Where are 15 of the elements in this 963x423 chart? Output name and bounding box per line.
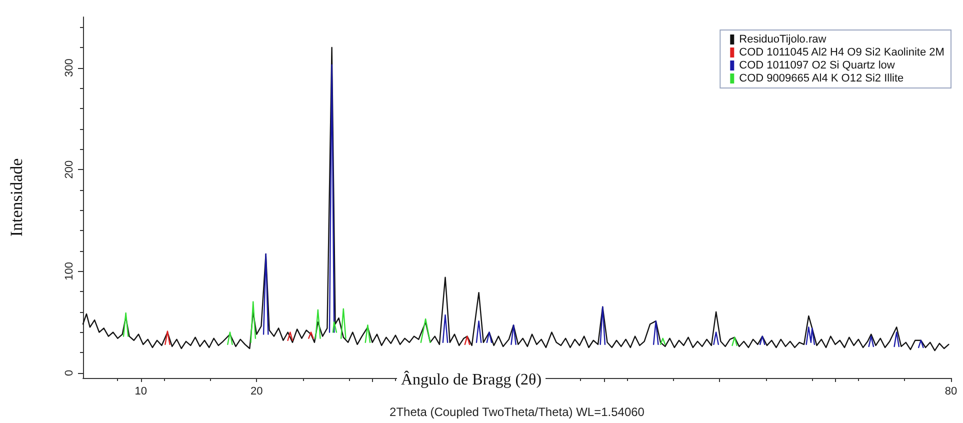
y-tick-label: 100 (64, 262, 76, 280)
line-series (82, 46, 950, 352)
x-tick-label: 20 (250, 386, 263, 398)
annotation: Ângulo de Bragg (2θ) (401, 370, 542, 388)
y-tick-label: 300 (64, 58, 76, 78)
legend-label: ResiduoTijolo.raw (739, 34, 826, 46)
x-tick-label: 80 (944, 386, 958, 398)
y-axis-title: Intensidade (7, 158, 26, 237)
x-tick-label: 10 (134, 386, 147, 398)
x-axis-title: 2Theta (Coupled TwoTheta/Theta) WL=1.54060 (390, 405, 645, 419)
legend-label: COD 1011045 Al2 H4 O9 Si2 Kaolinite 2M (739, 46, 944, 58)
y-tick-label: 0 (64, 370, 76, 376)
y-tick-label: 200 (64, 160, 76, 179)
legend-label: COD 9009665 Al4 K O12 Si2 Illite (739, 72, 904, 84)
legend-label: COD 1011097 O2 Si Quartz low (739, 60, 895, 72)
